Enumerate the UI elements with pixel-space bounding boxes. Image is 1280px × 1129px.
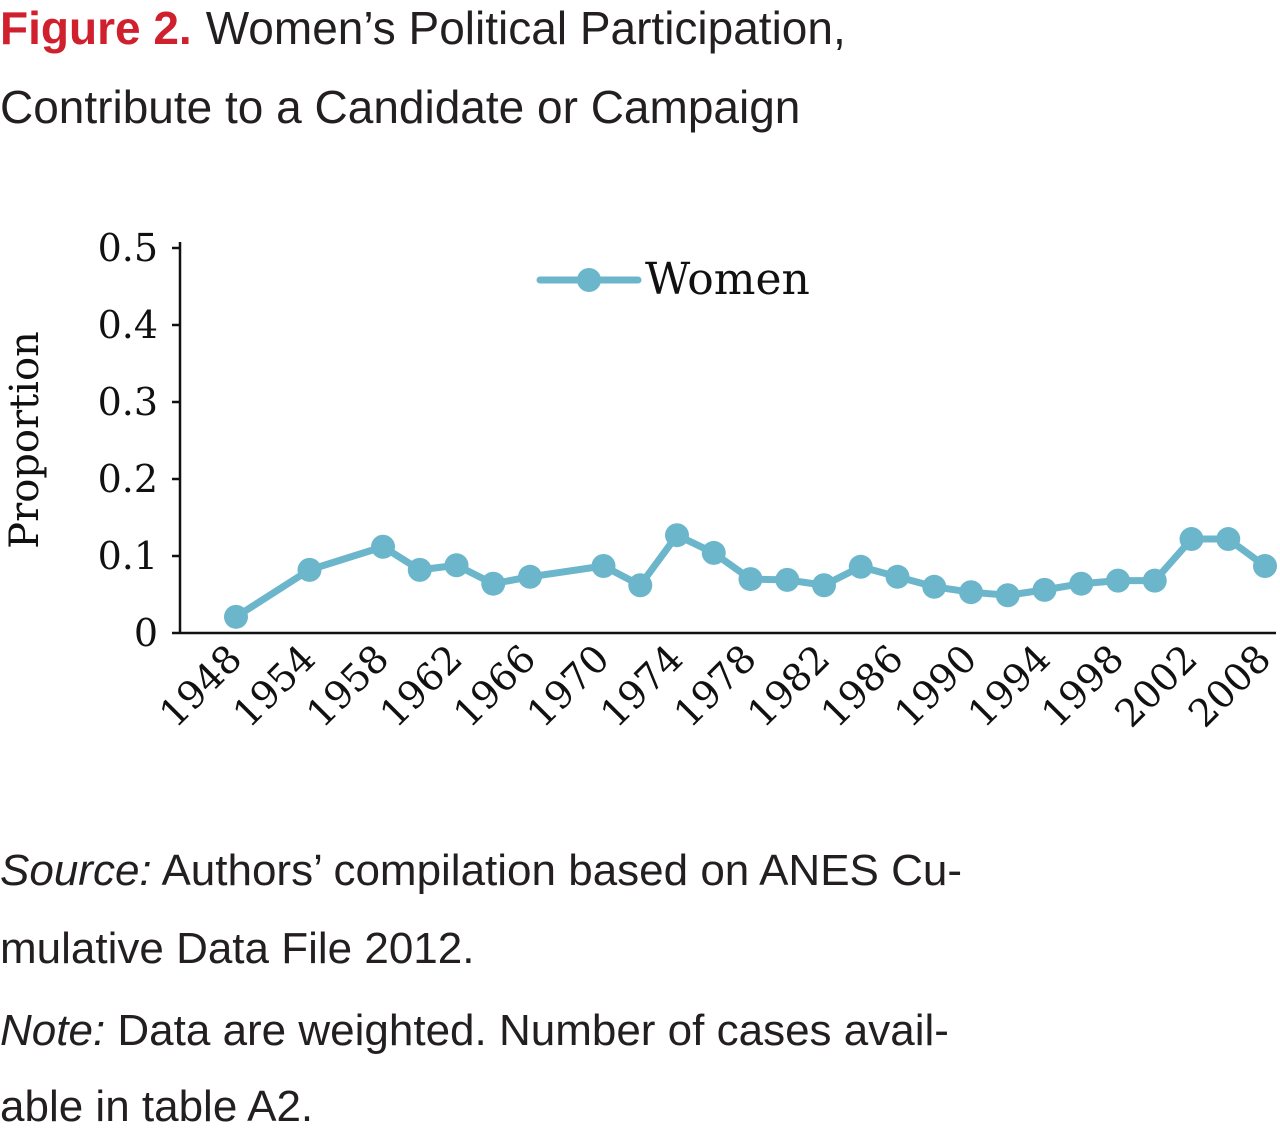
x-tick-label: 1948 — [151, 636, 251, 736]
x-tick-label: 1974 — [592, 636, 692, 736]
x-tick-label: 1970 — [518, 636, 618, 736]
x-tick-label: 1962 — [371, 636, 471, 736]
point — [1032, 577, 1057, 602]
point — [1216, 527, 1241, 552]
point — [885, 564, 910, 589]
line-segment — [306, 543, 387, 574]
point — [995, 583, 1020, 608]
point — [628, 573, 653, 598]
point — [407, 557, 432, 582]
y-axis-label: Proportion — [2, 331, 48, 549]
x-tick-label: 1990 — [886, 636, 986, 736]
point — [738, 567, 763, 592]
point — [1142, 568, 1167, 593]
source-label: Source: — [0, 846, 152, 895]
x-tick-label: 1958 — [298, 636, 398, 736]
x-tick-label: 1978 — [665, 636, 765, 736]
legend-marker — [577, 268, 601, 292]
y-tick-label: 0.1 — [98, 534, 158, 578]
point — [1106, 568, 1130, 593]
y-tick-label: 0.3 — [98, 380, 158, 424]
legend-label: Women — [645, 254, 810, 305]
x-tick-label: 1998 — [1033, 636, 1133, 736]
point — [812, 573, 836, 598]
point — [481, 571, 506, 596]
point — [591, 554, 616, 579]
note-label: Note: — [0, 1006, 105, 1055]
x-tick-label: 2002 — [1106, 636, 1206, 736]
x-tick-label: 1994 — [959, 636, 1059, 736]
y-tick-label: 0.4 — [98, 303, 158, 347]
line-segment — [232, 566, 313, 621]
figure-label: Figure 2. — [0, 2, 192, 54]
source: Source: Authors’ compilation based on AN… — [0, 846, 962, 895]
x-tick-label: 2008 — [1180, 636, 1280, 736]
title-line: Contribute to a Candidate or Campaign — [0, 81, 800, 133]
source-text: mulative Data File 2012. — [0, 924, 474, 973]
point — [922, 574, 947, 599]
point — [518, 564, 542, 589]
source-text: Authors’ compilation based on ANES Cu- — [152, 846, 962, 895]
y-tick-label: 0 — [134, 611, 158, 655]
line-segment — [526, 562, 607, 581]
x-tick-label: 1982 — [739, 636, 839, 736]
title: Figure 2. Women’s Political Participation… — [0, 2, 846, 54]
point — [1179, 527, 1204, 552]
point — [848, 554, 873, 579]
point — [1069, 571, 1094, 596]
y-tick-label: 0.5 — [98, 226, 158, 270]
point — [959, 580, 983, 605]
point — [444, 553, 469, 578]
point — [1253, 554, 1277, 579]
x-tick-label: 1986 — [812, 636, 912, 736]
note-text: able in table A2. — [0, 1082, 313, 1129]
x-tick-label: 1966 — [445, 636, 545, 736]
y-tick-label: 0.2 — [98, 457, 158, 501]
point — [665, 523, 689, 548]
note-text: Data are weighted. Number of cases avail… — [105, 1006, 949, 1055]
note: Note: Data are weighted. Number of cases… — [0, 1006, 949, 1055]
point — [775, 567, 800, 592]
point — [297, 557, 322, 582]
title-line: Women’s Political Participation, — [206, 2, 846, 54]
point — [371, 534, 395, 559]
x-tick-label: 1954 — [224, 636, 324, 736]
point — [701, 540, 726, 565]
point — [224, 604, 248, 629]
